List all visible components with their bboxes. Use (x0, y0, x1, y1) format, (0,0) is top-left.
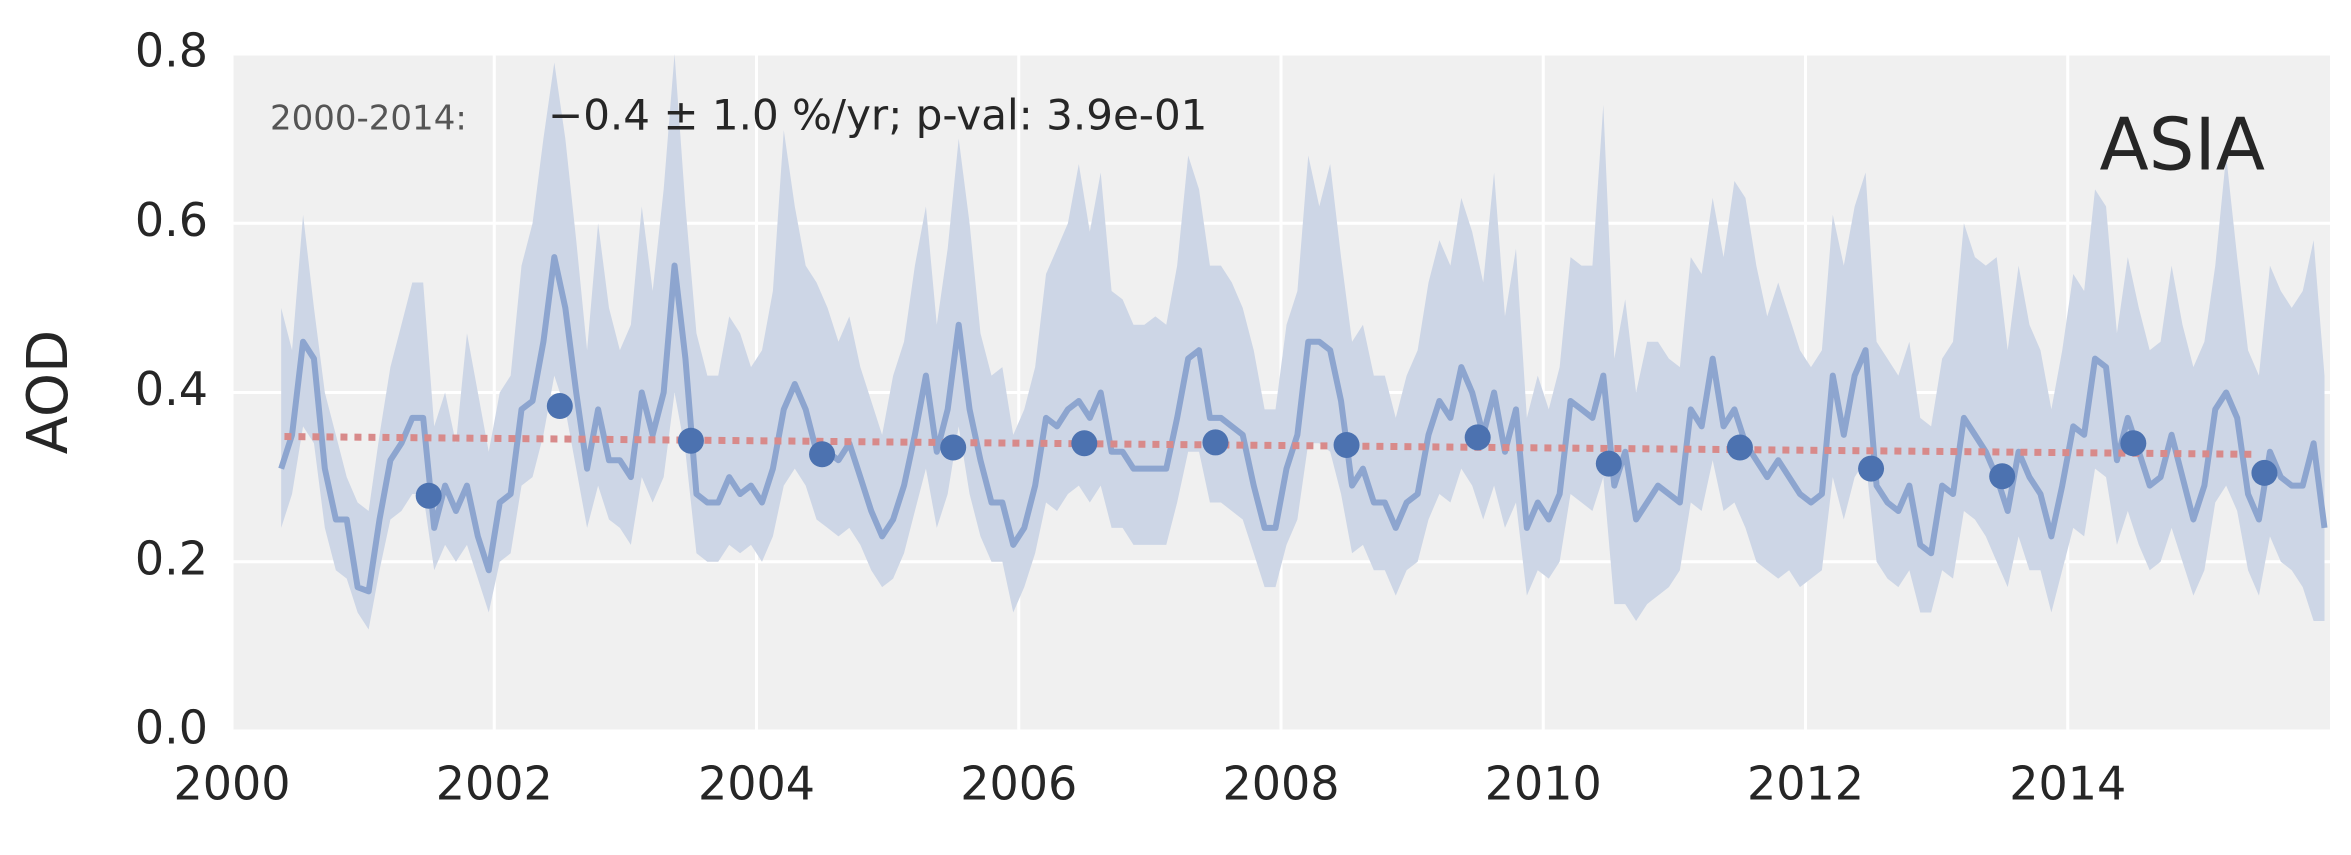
annual-point (2251, 459, 2278, 486)
period-label: 2000-2014: (270, 99, 467, 139)
x-tick-label: 2008 (1222, 757, 1339, 811)
y-tick-label: 0.2 (135, 531, 208, 585)
annual-point (809, 441, 836, 468)
annual-point (1858, 455, 1885, 482)
marks (278, 54, 2328, 630)
x-tick-label: 2006 (960, 757, 1077, 811)
x-tick-label: 2014 (2009, 757, 2126, 811)
annual-point (1202, 429, 1229, 456)
annual-point (2120, 430, 2147, 457)
x-tick-label: 2002 (436, 757, 553, 811)
x-tick-label: 2000 (173, 757, 290, 811)
annual-point (1333, 431, 1360, 458)
x-tick-label: 2012 (1747, 757, 1864, 811)
y-tick-label: 0.8 (135, 24, 208, 78)
annual-point (1071, 430, 1098, 457)
trend-label: −0.4 ± 1.0 %/yr; p-val: 3.9e-01 (548, 91, 1207, 140)
y-tick-label: 0.4 (135, 362, 208, 416)
annual-point (1464, 424, 1491, 451)
annual-point (677, 427, 704, 454)
annual-point (940, 434, 967, 461)
y-tick-label: 0.0 (135, 701, 208, 755)
range-band (281, 54, 2325, 630)
annual-point (1726, 434, 1753, 461)
annual-point (1595, 450, 1622, 477)
annual-point (415, 482, 442, 509)
x-tick-label: 2010 (1485, 757, 1602, 811)
x-tick-label: 2004 (698, 757, 815, 811)
y-axis-label: AOD (16, 330, 81, 455)
y-tick-label: 0.6 (135, 193, 208, 247)
annual-point (546, 393, 573, 420)
region-label: ASIA (2100, 103, 2265, 187)
trend-line (284, 433, 2252, 458)
annual-point (1989, 463, 2016, 490)
